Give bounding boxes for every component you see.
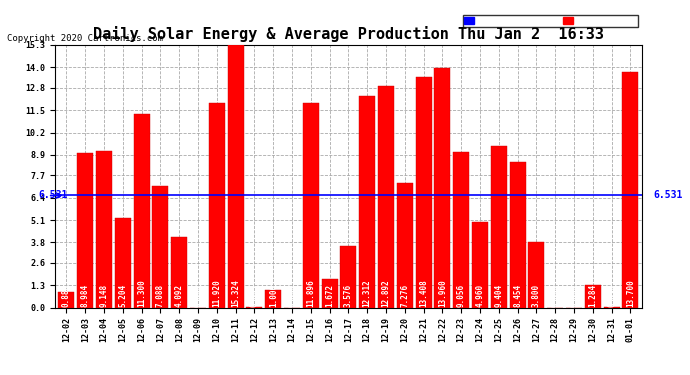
Text: 0.888: 0.888 [62, 284, 71, 307]
Bar [77, 153, 93, 308]
Text: 9.056: 9.056 [457, 284, 466, 307]
Legend: Average  (kWh), Daily  (kWh): Average (kWh), Daily (kWh) [462, 15, 638, 27]
Text: 9.404: 9.404 [494, 284, 503, 307]
Text: 0.000: 0.000 [194, 284, 203, 307]
Bar [228, 45, 244, 308]
Text: Copyright 2020 Cartronics.com: Copyright 2020 Cartronics.com [7, 34, 163, 43]
Bar [322, 279, 337, 308]
Bar [622, 72, 638, 308]
Text: 4.092: 4.092 [175, 284, 184, 307]
Text: 15.324: 15.324 [231, 279, 240, 307]
Text: 0.000: 0.000 [288, 284, 297, 307]
Text: 3.800: 3.800 [532, 284, 541, 307]
Bar [378, 86, 394, 308]
Text: 6.531: 6.531 [653, 190, 682, 201]
Text: 13.700: 13.700 [626, 279, 635, 307]
Bar [152, 186, 168, 308]
Text: 5.204: 5.204 [119, 284, 128, 307]
Text: 1.284: 1.284 [589, 284, 598, 307]
Bar [340, 246, 357, 308]
Bar [415, 78, 432, 308]
Text: 3.576: 3.576 [344, 284, 353, 307]
Bar [209, 103, 225, 308]
Title: Daily Solar Energy & Average Production Thu Jan 2  16:33: Daily Solar Energy & Average Production … [93, 27, 604, 42]
Text: 1.000: 1.000 [269, 284, 278, 307]
Text: 0.004: 0.004 [250, 284, 259, 307]
Bar [359, 96, 375, 308]
Text: 9.148: 9.148 [99, 284, 108, 307]
Bar [134, 114, 150, 308]
Text: 12.312: 12.312 [363, 279, 372, 307]
Text: 8.454: 8.454 [513, 284, 522, 307]
Text: 0.016: 0.016 [607, 284, 616, 307]
Bar [96, 150, 112, 308]
Text: 4.960: 4.960 [475, 284, 484, 307]
Bar [472, 222, 488, 308]
Text: 8.984: 8.984 [81, 284, 90, 307]
Bar [397, 183, 413, 308]
Bar [453, 152, 469, 308]
Bar [115, 218, 131, 308]
Text: 13.960: 13.960 [438, 279, 447, 307]
Text: 7.088: 7.088 [156, 284, 165, 307]
Text: 1.672: 1.672 [325, 284, 334, 307]
Text: 0.000: 0.000 [569, 284, 578, 307]
Bar [510, 162, 526, 308]
Text: 0.000: 0.000 [551, 284, 560, 307]
Bar [59, 292, 75, 308]
Bar [171, 237, 187, 308]
Bar [529, 242, 544, 308]
Text: 13.408: 13.408 [419, 279, 428, 307]
Bar [435, 68, 451, 308]
Bar [303, 104, 319, 308]
Text: 11.920: 11.920 [213, 279, 221, 307]
Bar [265, 290, 282, 308]
Text: 12.892: 12.892 [382, 279, 391, 307]
Text: 7.276: 7.276 [400, 284, 409, 307]
Text: 11.896: 11.896 [306, 279, 315, 307]
Bar [491, 146, 507, 308]
Text: 6.531: 6.531 [38, 190, 68, 201]
Bar [585, 285, 601, 308]
Text: 11.300: 11.300 [137, 279, 146, 307]
